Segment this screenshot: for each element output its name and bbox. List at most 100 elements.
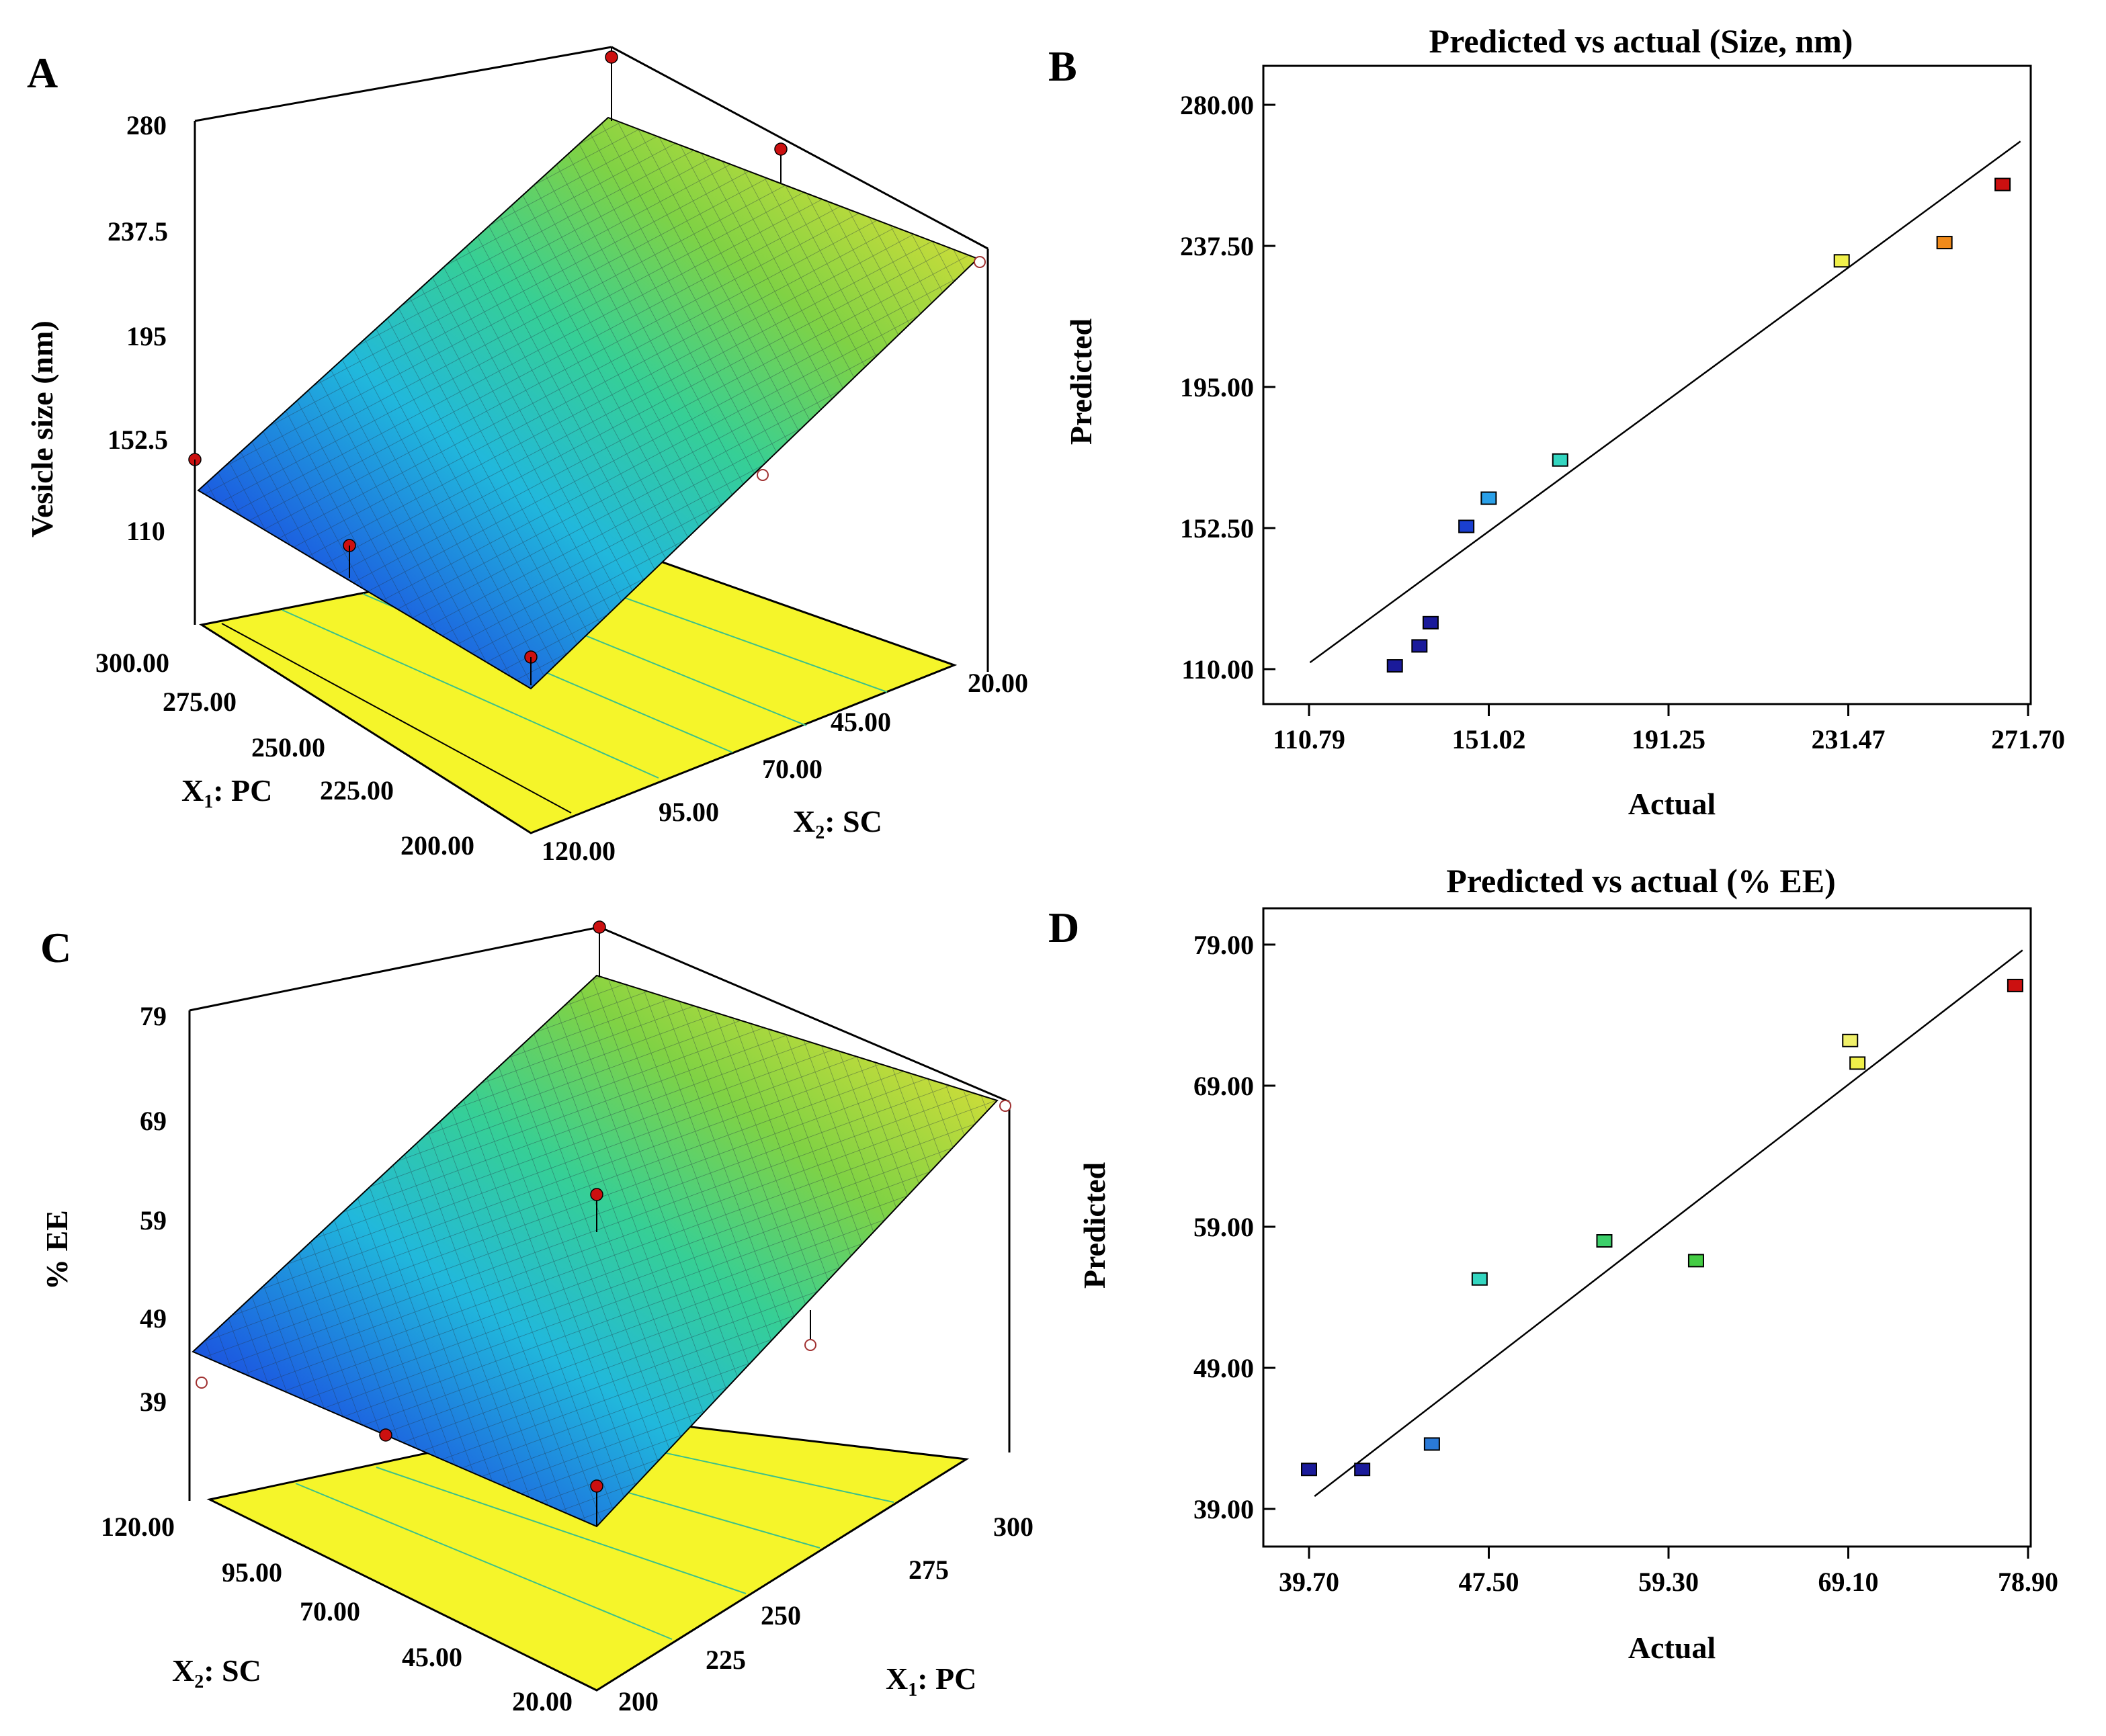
x1-tick: 250 [761, 1600, 801, 1631]
data-point [1480, 491, 1497, 505]
data-point [1471, 1272, 1488, 1286]
x2-tick: 70.00 [762, 754, 823, 784]
box-edge [599, 926, 1010, 1103]
panel-b: B Predicted vs actual (Size, nm) 110.00 1… [1048, 22, 2065, 821]
design-point [974, 256, 986, 268]
data-point [1552, 453, 1568, 467]
panel-letter: C [40, 924, 71, 971]
data-point [1386, 659, 1403, 673]
z-tick: 195 [126, 321, 167, 351]
z-tick: 152.5 [108, 425, 168, 455]
data-point [1422, 615, 1439, 630]
x1-tick: 225 [706, 1645, 746, 1675]
plot-frame [1262, 64, 2032, 705]
design-point [590, 1479, 603, 1493]
x1-tick: 275.00 [163, 687, 237, 717]
y-tick-label: 49.00 [1193, 1353, 1254, 1383]
x2-tick: 120.00 [542, 836, 616, 866]
fit-line [1314, 949, 2023, 1498]
y-tick-label: 280.00 [1180, 90, 1254, 120]
x-tick-label: 69.10 [1818, 1567, 1879, 1597]
fit-line [1309, 140, 2021, 664]
z-tick: 79 [140, 1001, 167, 1031]
x1-axis-title: X1: PC [886, 1661, 976, 1700]
z-axis-title: Vesicle size (nm) [25, 320, 59, 537]
data-point [1936, 236, 1953, 250]
x2-tick: 95.00 [222, 1557, 282, 1588]
data-point [1596, 1234, 1613, 1248]
x-axis-title: Actual [1628, 787, 1716, 821]
design-point [999, 1100, 1011, 1112]
x-tick-label: 110.79 [1273, 724, 1345, 754]
x-tick-label: 78.90 [1998, 1567, 2058, 1597]
x1-tick: 300.00 [95, 648, 169, 678]
z-tick: 110 [126, 516, 165, 546]
floor-contour [221, 623, 572, 814]
y-tick-label: 152.50 [1180, 513, 1254, 544]
x2-tick: 70.00 [300, 1596, 360, 1626]
surface-mesh [193, 975, 997, 1526]
x2-tick: 20.00 [512, 1686, 573, 1717]
data-point [1458, 519, 1475, 533]
design-point [757, 469, 769, 481]
x1-tick: 200.00 [401, 830, 474, 861]
box-edge [611, 46, 988, 250]
design-points [196, 920, 1011, 1526]
surface-mesh [198, 118, 978, 689]
x2-tick: 45.00 [402, 1642, 462, 1672]
design-point [605, 50, 618, 64]
y-axis-title: Predicted [1064, 318, 1098, 445]
y-tick-label: 69.00 [1193, 1071, 1254, 1101]
design-point [593, 920, 606, 934]
z-tick: 49 [140, 1303, 167, 1334]
x-tick-label: 271.70 [1991, 724, 2065, 754]
z-tick: 39 [140, 1387, 167, 1417]
x1-tick: 300 [993, 1512, 1034, 1542]
data-point [1301, 1463, 1317, 1477]
data-point [1849, 1056, 1866, 1070]
box-edge [194, 46, 612, 122]
data-point [1411, 639, 1428, 653]
data-point [1994, 177, 2011, 191]
chart-title: Predicted vs actual (Size, nm) [1429, 22, 1853, 60]
design-point [774, 142, 788, 156]
panel-letter: D [1048, 904, 1079, 951]
y-tick-label: 59.00 [1193, 1212, 1254, 1242]
y-tick-label: 237.50 [1180, 231, 1254, 261]
panel-letter: B [1048, 42, 1077, 90]
x2-tick: 95.00 [659, 797, 719, 827]
axes-b: 110.00 152.50 195.00 237.50 280.00 110.79 151.… [1180, 90, 2065, 754]
z-tick: 280 [126, 110, 167, 140]
z-tick: 237.5 [108, 216, 168, 247]
z-tick: 69 [140, 1106, 167, 1136]
x-tick-label: 191.25 [1632, 724, 1705, 754]
data-point [1423, 1437, 1440, 1451]
data-point [1687, 1254, 1704, 1268]
panel-a: A [25, 46, 1028, 866]
x2-axis-title: X2: SC [172, 1653, 261, 1692]
y-axis-title: Predicted [1077, 1162, 1111, 1289]
design-point [379, 1428, 392, 1442]
x2-tick: 20.00 [968, 668, 1028, 698]
x1-tick: 250.00 [251, 732, 325, 763]
data-point [1354, 1463, 1371, 1477]
x2-tick: 120.00 [101, 1512, 175, 1542]
panel-d: D Predicted vs actual (% EE) 39.00 49.00 5… [1048, 862, 2058, 1665]
x-tick-label: 151.02 [1452, 724, 1526, 754]
x1-tick: 225.00 [320, 775, 394, 806]
y-tick-label: 110.00 [1181, 654, 1254, 685]
x1-tick: 200 [618, 1686, 659, 1717]
design-point [196, 1377, 208, 1389]
z-tick: 59 [140, 1205, 167, 1235]
design-point [590, 1188, 603, 1201]
data-point [1833, 254, 1850, 268]
axes-d: 39.00 49.00 59.00 69.00 79.00 39.70 47.50 59.30… [1193, 930, 2058, 1597]
x-tick-label: 231.47 [1812, 724, 1886, 754]
x2-tick: 45.00 [831, 707, 891, 737]
data-point [1842, 1033, 1859, 1047]
panel-c: C 79 69 59 49 [40, 920, 1034, 1717]
x1-tick: 275 [909, 1555, 949, 1585]
y-tick-label: 39.00 [1193, 1494, 1254, 1524]
design-point [804, 1339, 816, 1351]
